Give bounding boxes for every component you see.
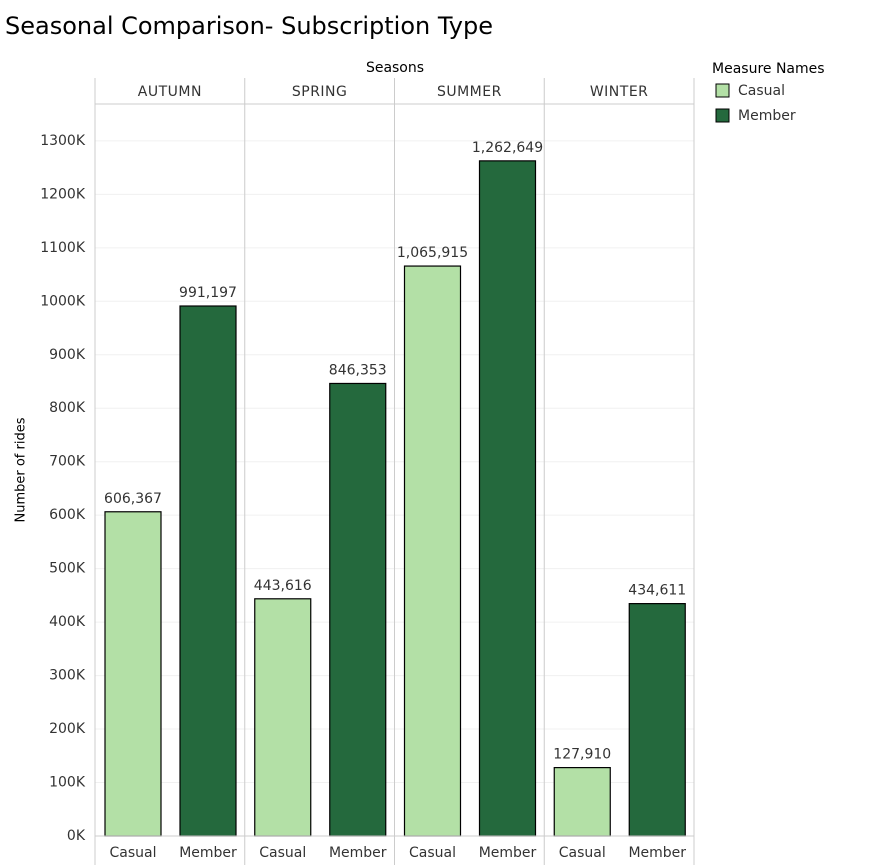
value-label: 434,611 (628, 583, 686, 599)
y-tick-label: 1000K (40, 293, 86, 309)
y-tick-label: 900K (49, 347, 86, 363)
y-tick-label: 200K (49, 721, 86, 737)
chart-title: Seasonal Comparison- Subscription Type (5, 12, 493, 40)
y-tick-label: 1300K (40, 133, 86, 149)
y-tick-label: 800K (49, 400, 86, 416)
legend-swatch (715, 83, 730, 98)
facet-label: AUTUMN (138, 84, 202, 100)
y-tick-label: 1200K (40, 186, 86, 202)
y-tick-label: 600K (49, 507, 86, 523)
bar (478, 160, 537, 837)
value-label: 1,262,649 (472, 140, 543, 156)
y-tick-label: 300K (49, 668, 86, 684)
x-tick-label: Member (179, 845, 237, 861)
bar (403, 265, 462, 837)
facet-label: SPRING (292, 84, 348, 100)
value-label: 127,910 (553, 747, 611, 763)
y-tick-label: 1100K (40, 240, 86, 256)
x-tick-label: Casual (259, 845, 306, 861)
value-label: 846,353 (329, 362, 387, 378)
value-label: 1,065,915 (397, 245, 468, 261)
bar (628, 603, 686, 837)
y-tick-label: 100K (49, 775, 86, 791)
x-tick-label: Member (329, 845, 387, 861)
legend-label: Member (738, 108, 796, 124)
y-tick-label: 0K (67, 828, 86, 844)
facet-label: SUMMER (437, 84, 502, 100)
bar (254, 598, 312, 837)
legend-swatch (715, 108, 730, 123)
facet-label: WINTER (590, 84, 649, 100)
value-label: 443,616 (254, 578, 312, 594)
y-axis-title: Number of rides (14, 417, 29, 522)
x-tick-label: Casual (559, 845, 606, 861)
y-tick-label: 500K (49, 561, 86, 577)
x-axis-title: Seasons (366, 60, 424, 76)
x-tick-label: Casual (409, 845, 456, 861)
bar (104, 511, 162, 837)
bar (179, 305, 237, 837)
y-tick-label: 700K (49, 454, 86, 470)
x-tick-label: Member (479, 845, 537, 861)
x-tick-label: Member (628, 845, 686, 861)
legend-label: Casual (738, 83, 785, 99)
legend-title: Measure Names (712, 61, 825, 77)
y-tick-label: 400K (49, 614, 86, 630)
value-label: 991,197 (179, 285, 237, 301)
bar (329, 382, 387, 837)
value-label: 606,367 (104, 491, 162, 507)
bar (553, 767, 611, 837)
x-tick-label: Casual (110, 845, 157, 861)
